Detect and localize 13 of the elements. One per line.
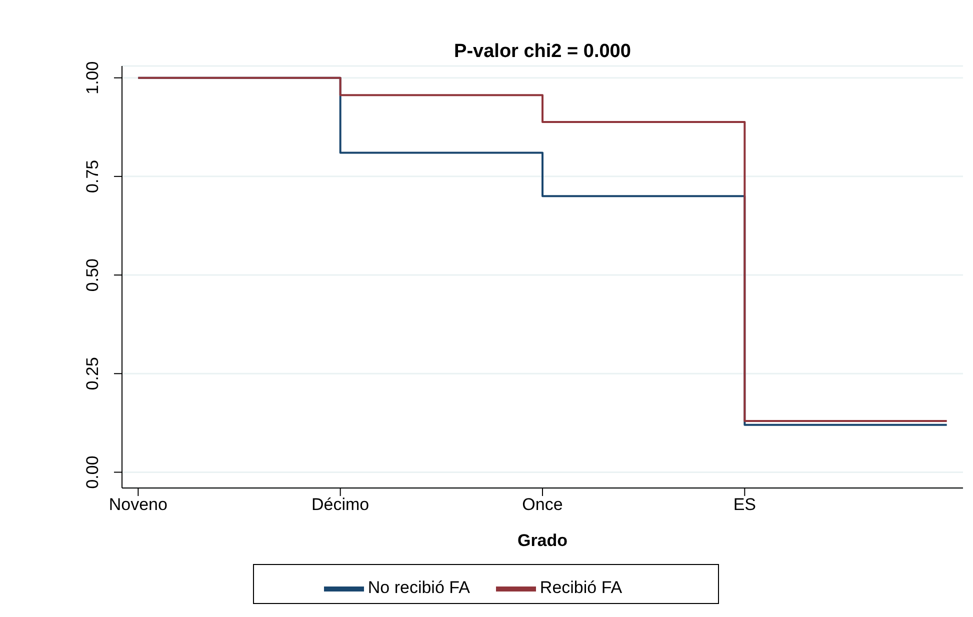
x-tick-label: Décimo: [312, 495, 370, 514]
legend-label: Recibió FA: [540, 578, 622, 598]
y-tick-label: 0.75: [83, 160, 102, 193]
legend-label: No recibió FA: [368, 578, 470, 598]
y-tick-label: 0.00: [83, 456, 102, 489]
x-tick-label: ES: [733, 495, 756, 514]
x-axis-title: Grado: [517, 531, 568, 550]
y-tick-label: 1.00: [83, 61, 102, 94]
y-tick-label: 0.25: [83, 357, 102, 390]
x-tick-label: Once: [522, 495, 563, 514]
x-tick-label: Noveno: [108, 495, 168, 514]
chart-title: P-valor chi2 = 0.000: [453, 41, 632, 63]
y-tick-label: 0.50: [83, 258, 102, 292]
